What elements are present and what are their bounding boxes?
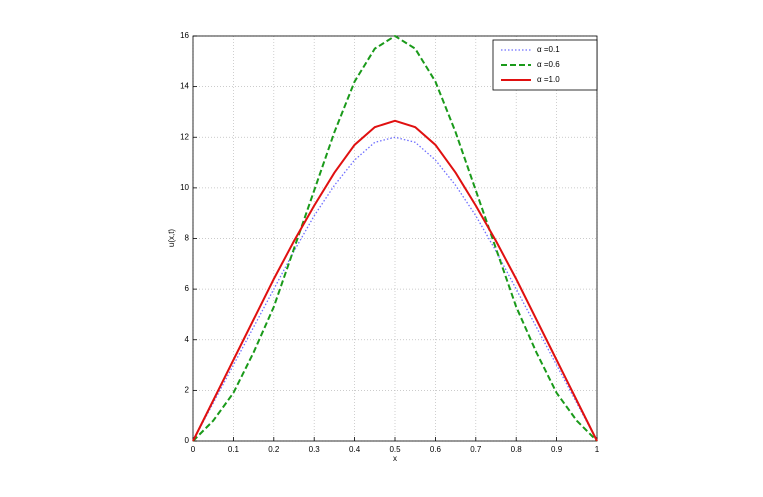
y-tick-label: 0: [185, 436, 190, 445]
y-tick-label: 6: [185, 284, 190, 293]
y-tick-label: 16: [180, 31, 189, 40]
x-tick-label: 0: [191, 445, 196, 454]
y-tick-label: 10: [180, 183, 189, 192]
y-tick-label: 4: [185, 335, 190, 344]
x-tick-label: 1: [595, 445, 600, 454]
x-tick-label: 0.9: [551, 445, 563, 454]
x-tick-label: 0.8: [511, 445, 523, 454]
y-tick-label: 14: [180, 82, 189, 91]
legend-label: α =0.1: [537, 45, 560, 54]
y-tick-label: 2: [185, 385, 190, 394]
y-tick-label: 8: [185, 234, 190, 243]
x-tick-label: 0.5: [389, 445, 401, 454]
line-series: [192, 136, 598, 442]
y-tick-label: 12: [180, 132, 189, 141]
line-series: [192, 34, 598, 442]
x-tick-label: 0.2: [268, 445, 280, 454]
legend-label: α =1.0: [537, 75, 560, 84]
x-tick-label: 0.4: [349, 445, 361, 454]
legend: α =0.1 α =0.6 α =1.0: [492, 39, 598, 91]
x-tick-label: 0.3: [309, 445, 321, 454]
x-axis-label: x: [393, 454, 397, 463]
x-tick-label: 0.6: [430, 445, 442, 454]
x-tick-label: 0.1: [228, 445, 240, 454]
line-series: [192, 119, 598, 442]
y-axis-label: u(x,t): [167, 229, 176, 248]
x-tick-label: 0.7: [470, 445, 482, 454]
legend-label: α =0.6: [537, 60, 560, 69]
